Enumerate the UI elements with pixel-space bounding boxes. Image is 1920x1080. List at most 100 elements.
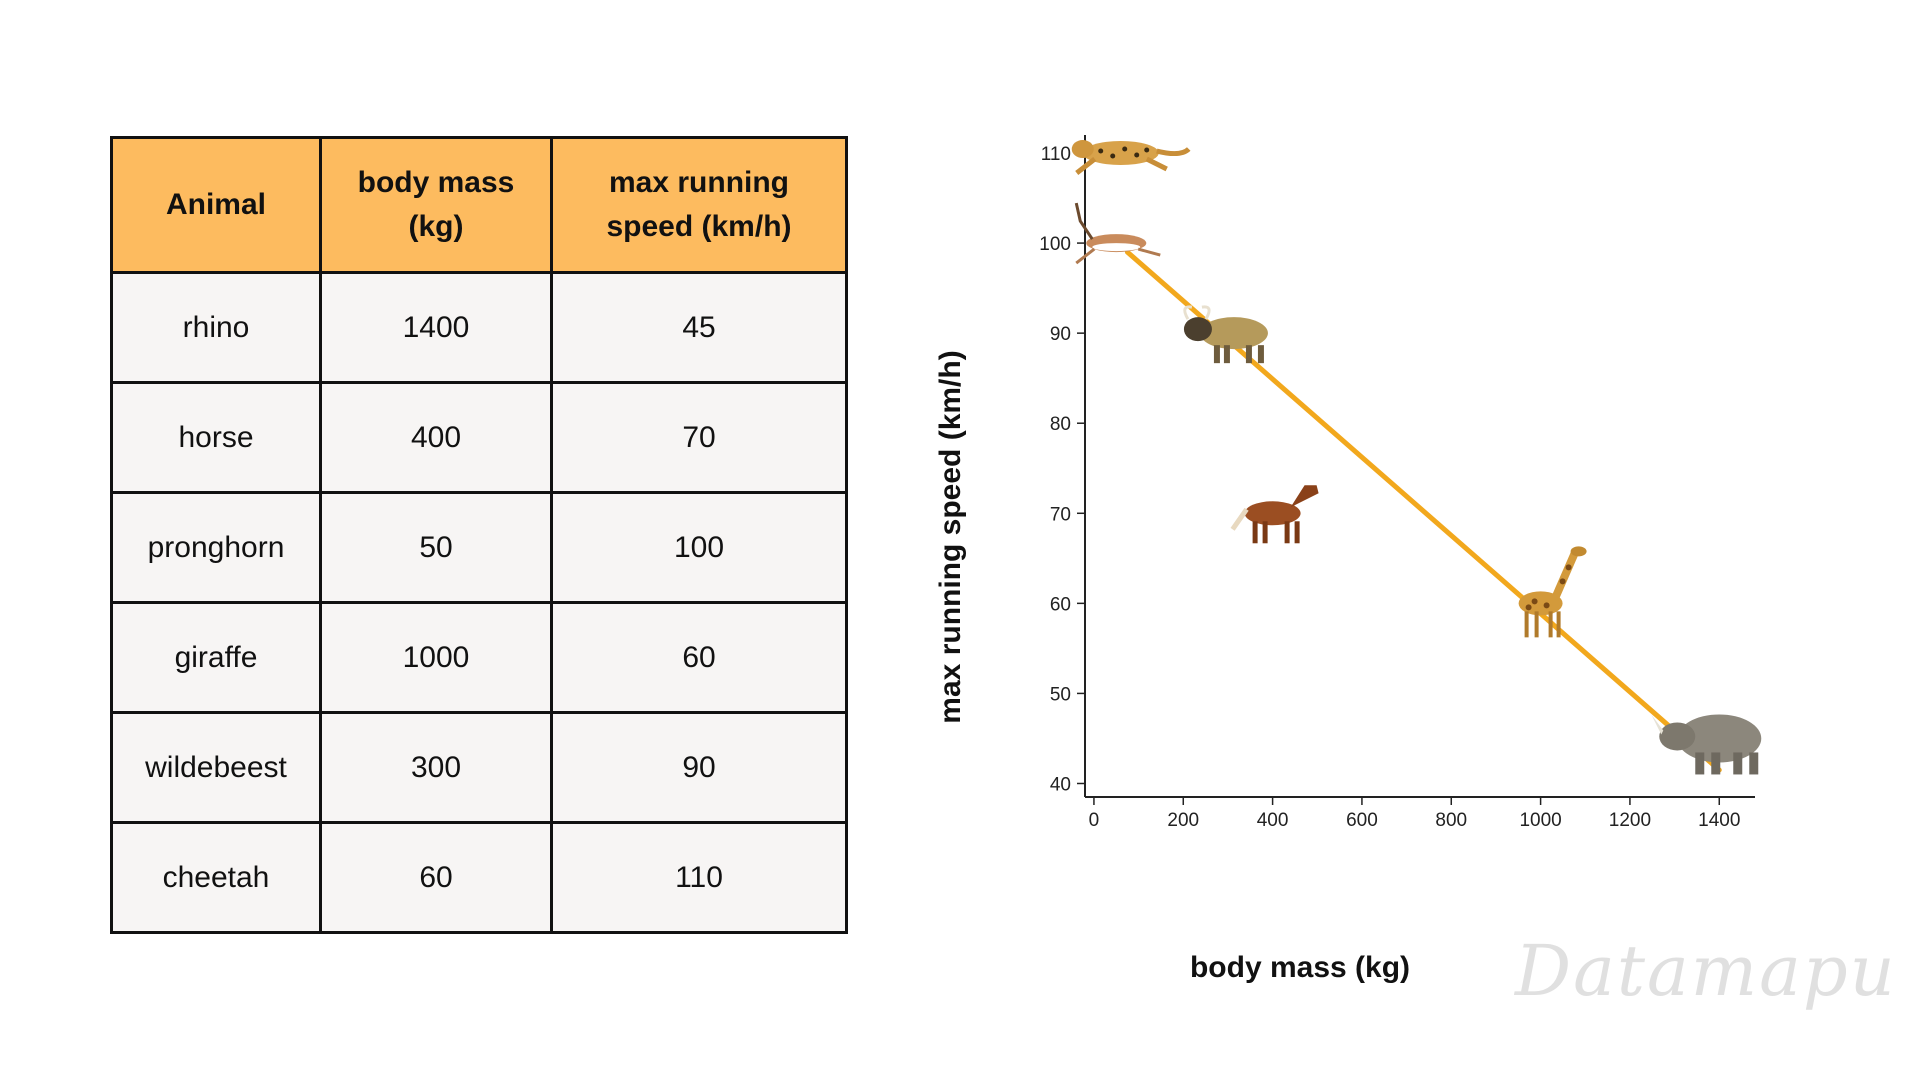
table-row: giraffe 1000 60 [110,601,848,714]
y-tick-label: 100 [1039,234,1071,255]
wildebeest-leg [1257,345,1264,364]
cell-animal: wildebeest [110,711,322,824]
x-tick-label: 200 [1167,810,1199,831]
header-animal: Animal [110,136,322,274]
axis-labels: body mass (kg) max running speed (km/h) [934,350,1410,984]
rhino-body [1677,714,1762,763]
cell-animal: pronghorn [110,491,322,604]
cell-max-speed: 90 [550,711,848,824]
data-point-horse [1230,485,1319,544]
cheetah-legs [1075,156,1168,175]
data-point-wildebeest [1183,305,1268,364]
cell-max-speed: 70 [550,381,848,494]
horse-leg [1252,521,1258,544]
y-tick-label: 70 [1050,504,1071,525]
table-row: rhino 1400 45 [110,271,848,384]
x-tick-label: 600 [1346,810,1378,831]
table-row: wildebeest 300 90 [110,711,848,824]
cell-max-speed: 60 [550,601,848,714]
wildebeest-body [1199,317,1268,350]
data-point-rhino [1651,714,1762,775]
giraffe-neck [1550,551,1579,601]
wildebeest-horns [1183,305,1211,320]
y-axis-title: max running speed (km/h) [934,350,967,723]
cell-animal: horse [110,381,322,494]
wildebeest-leg [1245,345,1252,364]
horse-leg [1284,521,1290,544]
cheetah-spot [1098,148,1104,154]
rhino-head [1659,722,1696,751]
cell-body-mass: 60 [319,821,553,934]
giraffe-spot [1565,564,1572,571]
axes: 0 200 400 600 800 1000 1200 1400 40 50 60 70 80 90 100… [1039,135,1755,831]
rhino-leg [1733,752,1743,775]
header-max-speed-line-1: max running [608,166,789,199]
cell-max-speed: 100 [550,491,848,604]
cell-body-mass: 1400 [319,271,553,384]
header-body-mass: body mass (kg) [319,136,553,274]
horse-neck-head [1290,485,1319,508]
cheetah-spot [1134,152,1140,158]
y-tick-label: 90 [1050,324,1071,345]
cell-body-mass: 400 [319,381,553,494]
cell-body-mass: 1000 [319,601,553,714]
header-max-speed: max running speed (km/h) [550,136,848,274]
cheetah-body [1082,141,1159,166]
horse-body [1244,501,1301,526]
x-tick-label: 1000 [1519,810,1561,831]
y-tick-label: 40 [1050,774,1071,795]
cell-animal: rhino [110,271,322,384]
watermark-logo: Datamapu [1515,930,1897,1012]
table-header-row: Animal body mass (kg) max running speed … [110,136,848,274]
wildebeest-leg [1213,345,1220,364]
header-max-speed-line-2: speed (km/h) [606,210,792,243]
data-point-cheetah [1071,140,1191,175]
x-tick-label: 1400 [1698,810,1740,831]
horse-leg [1262,521,1268,544]
horse-tail [1230,507,1249,531]
wildebeest-leg [1223,345,1230,364]
cell-animal: giraffe [110,601,322,714]
rhino-leg [1749,752,1759,775]
x-tick-label: 400 [1257,810,1289,831]
header-animal-line: Animal [165,188,267,221]
pronghorn-belly [1092,243,1141,252]
giraffe-spot [1525,604,1532,611]
x-tick-label: 800 [1435,810,1467,831]
x-axis-title: body mass (kg) [1190,951,1410,984]
giraffe-head [1570,546,1587,557]
cell-body-mass: 50 [319,491,553,604]
giraffe-spot [1531,598,1538,605]
cell-max-speed: 110 [550,821,848,934]
rhino-leg [1695,752,1705,775]
table-row: cheetah 60 110 [110,821,848,934]
cheetah-tail [1156,147,1191,157]
x-tick-label: 0 [1089,810,1100,831]
giraffe-leg [1556,611,1561,638]
y-tick-label: 50 [1050,684,1071,705]
rhino-horn [1651,714,1664,735]
table-row: pronghorn 50 100 [110,491,848,604]
cheetah-head [1071,140,1094,159]
data-point-giraffe [1518,546,1587,638]
table-row: horse 400 70 [110,381,848,494]
pronghorn-legs [1075,247,1161,265]
header-body-mass-line-2: (kg) [408,210,464,243]
cell-animal: cheetah [110,821,322,934]
giraffe-leg [1548,611,1553,638]
giraffe-leg [1524,611,1529,638]
pronghorn-horns [1074,202,1094,240]
giraffe-spot [1543,602,1550,609]
cell-max-speed: 45 [550,271,848,384]
data-points [1071,140,1762,775]
y-tick-label: 80 [1050,414,1071,435]
cheetah-spot [1122,146,1128,152]
giraffe-spot [1559,578,1566,585]
data-point-pronghorn [1074,202,1161,265]
y-tick-label: 60 [1050,594,1071,615]
header-body-mass-line-1: body mass [357,166,515,199]
y-tick-label: 110 [1041,144,1071,165]
wildebeest-head [1183,317,1212,342]
cell-body-mass: 300 [319,711,553,824]
